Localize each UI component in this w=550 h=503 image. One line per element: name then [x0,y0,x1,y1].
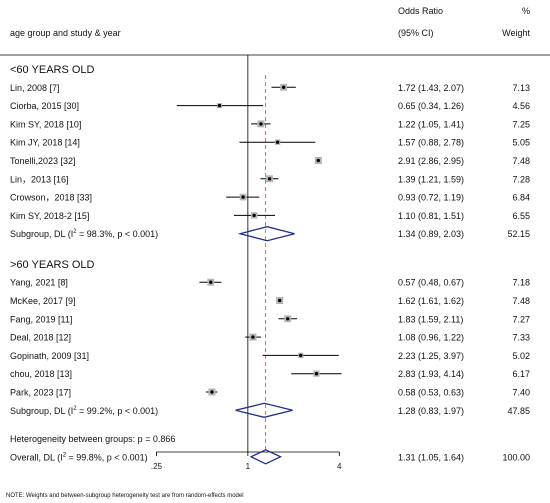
study-point [209,280,213,284]
study-point [286,317,290,321]
study-point [316,158,321,163]
x-tick-label: 4 [337,462,342,471]
study-weight: 7.48 [512,156,530,166]
study-weight: 7.13 [512,83,530,93]
group-title: >60 YEARS OLD [10,259,95,271]
study-point [252,213,256,218]
study-label: Kim JY, 2018 [14] [10,138,80,148]
study-ci-text: 1.62 (1.61, 1.62) [398,296,464,306]
study-point [299,353,303,358]
study-point [267,177,272,181]
study-ci-text: 0.93 (0.72, 1.19) [398,193,464,203]
footnote: NOTE: Weights and between-subgroup heter… [6,493,244,499]
study-label: Crowson，2018 [33] [10,193,92,203]
study-weight: 5.02 [512,351,530,361]
subgroup-label: Subgroup, DL (I2 = 99.2%, p < 0.001) [10,406,158,416]
overall-diamond [249,449,283,465]
study-weight: 7.27 [512,314,530,324]
study-weight: 7.18 [512,278,530,288]
heterogeneity-text: Heterogeneity between groups: p = 0.866 [10,434,175,444]
study-ci-text: 1.72 (1.43, 2.07) [398,83,464,93]
study-ci-text: 0.57 (0.48, 0.67) [398,278,464,288]
x-tick-label: 1 [246,462,251,471]
x-tick-label: .25 [151,462,163,471]
study-point [251,335,255,339]
overall-ci-text: 1.31 (1.05, 1.64) [398,452,464,462]
study-label: Yang, 2021 [8] [10,278,68,288]
study-label: Park, 2023 [17] [10,387,71,397]
study-label: Ciorba, 2015 [30] [10,101,79,111]
study-point [275,140,280,144]
header-weight-line1: % [522,6,530,16]
study-point [259,122,263,126]
study-weight: 7.48 [512,296,530,306]
study-weight: 5.05 [512,138,530,148]
study-label: Tonelli,2023 [32] [10,156,76,166]
study-label: Kim SY, 2018-2 [15] [10,211,89,221]
study-point [281,85,286,90]
overall-weight: 100.00 [502,452,530,462]
study-weight: 7.28 [512,174,530,184]
study-weight: 7.40 [512,387,530,397]
study-label: Kim SY, 2018 [10] [10,119,81,129]
study-label: McKee, 2017 [9] [10,296,76,306]
study-point [210,390,214,394]
study-weight: 6.55 [512,211,530,221]
study-point [277,298,282,303]
study-point [241,195,245,199]
study-ci-text: 1.57 (0.88, 2.78) [398,138,464,148]
study-point [217,103,222,108]
subgroup-ci-text: 1.28 (0.83, 1.97) [398,406,464,416]
study-ci-text: 1.39 (1.21, 1.59) [398,174,464,184]
group-title: <60 YEARS OLD [10,64,95,76]
subgroup-diamond [235,402,293,418]
study-ci-text: 1.10 (0.81, 1.51) [398,211,464,221]
subgroup-diamond [237,226,295,242]
study-weight: 6.84 [512,193,530,203]
study-weight: 4.56 [512,101,530,111]
study-ci-text: 1.22 (1.05, 1.41) [398,119,464,129]
study-ci-text: 2.91 (2.86, 2.95) [398,156,464,166]
forest-rows: <60 YEARS OLD Lin, 2008 [7] 1.72 (1.43, 2.… [10,64,530,465]
header-label-column: age group and study & year [10,28,121,38]
study-label: chou, 2018 [13] [10,369,72,379]
header-weight-line2: Weight [502,28,530,38]
study-ci-text: 2.23 (1.25, 3.97) [398,351,464,361]
study-ci-text: 1.08 (0.96, 1.22) [398,333,464,343]
study-ci-text: 2.83 (1.93, 4.14) [398,369,464,379]
header-or-line1: Odds Ratio [398,6,443,16]
subgroup-label: Subgroup, DL (I2 = 98.3%, p < 0.001) [10,229,158,239]
overall-label: Overall, DL (I2 = 99.8%, p < 0.001) [10,452,148,462]
study-ci-text: 0.65 (0.34, 1.26) [398,101,464,111]
study-label: Fang, 2019 [11] [10,314,72,324]
study-weight: 7.33 [512,333,530,343]
study-point [314,371,319,376]
study-weight: 7.25 [512,119,530,129]
study-weight: 6.17 [512,369,530,379]
x-axis-ticks: .25 1 4 [151,452,342,471]
study-label: Lin，2013 [16] [10,174,69,184]
study-ci-text: 0.58 (0.53, 0.63) [398,387,464,397]
study-label: Lin, 2008 [7] [10,83,60,93]
study-label: Deal, 2018 [12] [10,333,71,343]
header-or-line2: (95% CI) [398,28,434,38]
subgroup-weight: 47.85 [507,406,530,416]
study-label: Gopinath, 2009 [31] [10,351,89,361]
study-ci-text: 1.83 (1.59, 2.11) [398,314,463,324]
subgroup-ci-text: 1.34 (0.89, 2.03) [398,229,464,239]
subgroup-weight: 52.15 [507,229,530,239]
